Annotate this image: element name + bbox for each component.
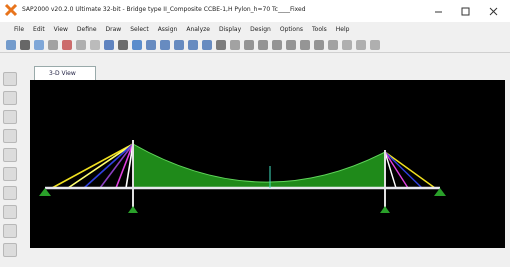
tool-button[interactable] [3, 205, 17, 219]
title-bar: SAP2000 v20.2.0 Ultimate 32-bit - Bridge… [0, 0, 510, 22]
menu-item[interactable]: Edit [33, 26, 45, 33]
tool-button[interactable] [3, 224, 17, 238]
toolbar-button[interactable] [146, 40, 156, 50]
menu-item[interactable]: File [14, 26, 24, 33]
toolbar-button[interactable] [34, 40, 44, 50]
toolbar-button[interactable] [258, 40, 268, 50]
toolbar-button[interactable] [272, 40, 282, 50]
close-button[interactable] [490, 8, 497, 15]
menu-item[interactable]: Analyze [186, 26, 210, 33]
toolbar-button[interactable] [370, 40, 380, 50]
model-viewport[interactable] [30, 80, 505, 248]
toolbar-button[interactable] [62, 40, 72, 50]
sap2000-window: SAP2000 v20.2.0 Ultimate 32-bit - Bridge… [0, 0, 510, 267]
tool-button[interactable] [3, 91, 17, 105]
menu-item[interactable]: Select [130, 26, 149, 33]
tool-button[interactable] [3, 243, 17, 257]
left-toolbar [3, 72, 21, 257]
toolbar-button[interactable] [132, 40, 142, 50]
toolbar-button[interactable] [230, 40, 240, 50]
menu-item[interactable]: Help [336, 26, 350, 33]
view-tab[interactable]: 3-D View [34, 66, 96, 80]
toolbar-button[interactable] [160, 40, 170, 50]
tool-button[interactable] [3, 167, 17, 181]
toolbar-button[interactable] [48, 40, 58, 50]
tool-button[interactable] [3, 148, 17, 162]
toolbar-button[interactable] [216, 40, 226, 50]
toolbar-button[interactable] [188, 40, 198, 50]
toolbar-button[interactable] [286, 40, 296, 50]
toolbar-button[interactable] [6, 40, 16, 50]
toolbar-button[interactable] [118, 40, 128, 50]
toolbar-button[interactable] [90, 40, 100, 50]
menu-item[interactable]: Assign [158, 26, 178, 33]
menu-item[interactable]: View [54, 26, 68, 33]
toolbar-button[interactable] [328, 40, 338, 50]
toolbar-button[interactable] [342, 40, 352, 50]
tool-button[interactable] [3, 186, 17, 200]
menu-bar: File Edit View Define Draw Select Assign Analyz… [0, 24, 510, 35]
tool-button[interactable] [3, 110, 17, 124]
menu-item[interactable]: Design [250, 26, 271, 33]
toolbar-button[interactable] [104, 40, 114, 50]
toolbar-button[interactable] [174, 40, 184, 50]
toolbar-button[interactable] [244, 40, 254, 50]
menu-item[interactable]: Display [219, 26, 241, 33]
toolbar-button[interactable] [20, 40, 30, 50]
maximize-button[interactable] [462, 8, 469, 15]
viewport-background [30, 80, 505, 248]
menu-item[interactable]: Define [77, 26, 97, 33]
menu-item[interactable]: Draw [106, 26, 122, 33]
toolbar-button[interactable] [76, 40, 86, 50]
toolbar-button[interactable] [356, 40, 366, 50]
window-title: SAP2000 v20.2.0 Ultimate 32-bit - Bridge… [22, 6, 306, 13]
app-icon [6, 5, 16, 15]
toolbar-button[interactable] [202, 40, 212, 50]
tool-button[interactable] [3, 72, 17, 86]
tool-button[interactable] [3, 129, 17, 143]
menu-item[interactable]: Tools [312, 26, 327, 33]
toolbar-button[interactable] [314, 40, 324, 50]
toolbar [0, 37, 510, 53]
toolbar-button[interactable] [300, 40, 310, 50]
menu-item[interactable]: Options [280, 26, 303, 33]
